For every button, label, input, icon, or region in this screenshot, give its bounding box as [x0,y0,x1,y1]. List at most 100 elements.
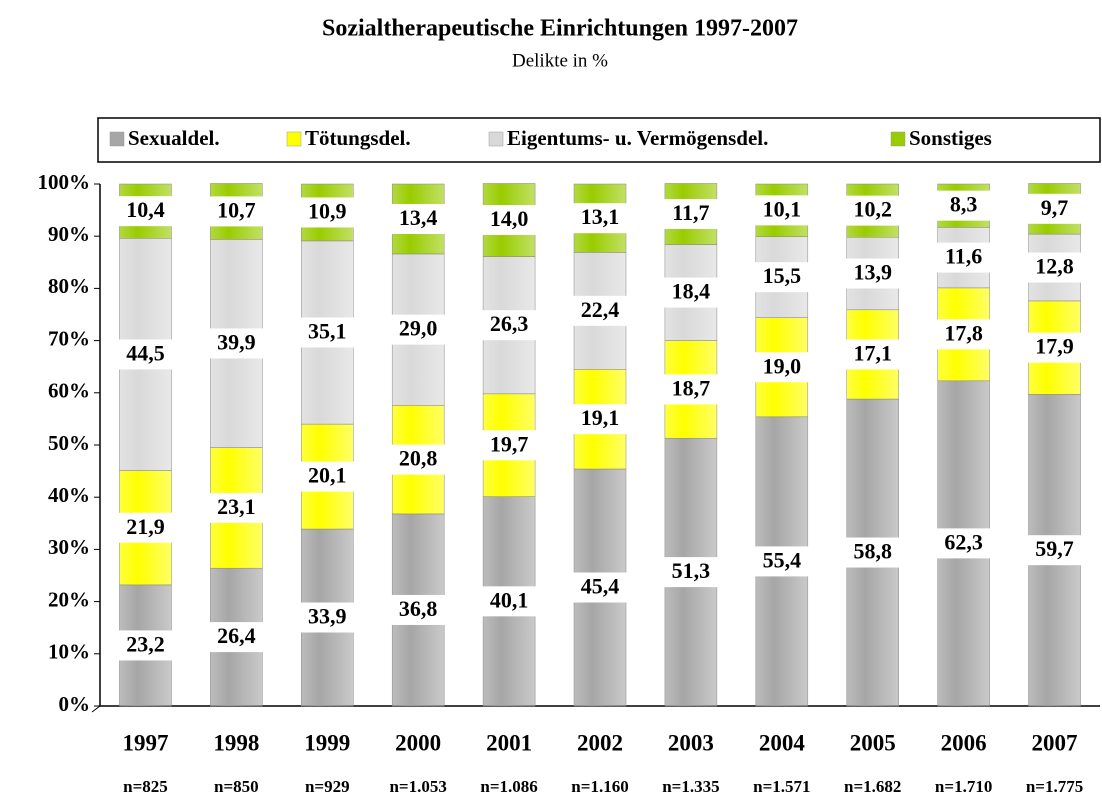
data-label: 12,8 [1035,254,1074,279]
data-label: 62,3 [944,529,983,554]
data-label: 40,1 [490,587,529,612]
y-tick-label: 30% [48,535,90,559]
y-tick-label: 70% [48,326,90,350]
label-box [754,546,809,577]
y-tick-label: 20% [48,587,90,611]
data-label: 14,0 [490,206,529,231]
label-box [482,310,537,341]
label-box [754,262,809,293]
label-box [936,242,991,273]
label-box [845,195,900,226]
data-label: 36,8 [399,596,438,621]
n-label: n=1.160 [571,777,628,796]
label-box [936,190,991,221]
label-box [300,461,355,492]
data-label: 35,1 [308,319,347,344]
y-tick-label: 40% [48,483,90,507]
label-box [754,195,809,226]
x-tick-label: 1998 [213,730,259,755]
data-label: 55,4 [763,547,802,572]
data-label: 59,7 [1035,536,1074,561]
data-label: 13,9 [853,260,892,285]
label-box [118,196,173,227]
data-label: 18,7 [672,375,711,400]
label-box [754,352,809,383]
legend-box [97,117,1101,163]
data-label: 19,1 [581,405,620,430]
data-label: 17,1 [853,340,892,365]
chart-title: Sozialtherapeutische Einrichtungen 1997-… [322,16,798,42]
x-tick-label: 2007 [1032,730,1078,755]
data-label: 20,1 [308,463,347,488]
x-tick-label: 2006 [941,730,987,755]
data-label: 26,4 [217,623,256,648]
label-box [482,205,537,236]
label-box [391,594,446,625]
data-label: 19,0 [763,353,802,378]
label-box [209,328,264,359]
label-box [482,586,537,617]
label-box [936,528,991,559]
y-tick-label: 60% [48,379,90,403]
label-box [845,537,900,568]
data-label: 19,7 [490,431,529,456]
n-label: n=1.682 [844,777,901,796]
x-tick-label: 2002 [577,730,623,755]
data-label: 58,8 [853,539,892,564]
legend-swatch [286,131,302,147]
label-box [573,203,627,234]
legend-label: Eigentums- u. Vermögensdel. [507,126,768,150]
x-tick-label: 1997 [122,730,168,755]
y-tick-label: 90% [48,222,90,246]
label-box [391,314,446,345]
n-label: n=1.710 [935,777,992,796]
x-tick-label: 2003 [668,730,714,755]
data-label: 20,8 [399,446,438,471]
label-box [663,557,718,588]
label-box [1027,252,1082,283]
data-label: 10,1 [763,196,802,221]
label-box [1027,332,1082,363]
label-box [482,430,537,461]
label-box [845,258,900,289]
legend-swatch [890,131,906,147]
data-label: 22,4 [581,297,620,322]
n-label: n=825 [123,777,168,796]
label-box [209,622,264,653]
data-label: 10,7 [217,197,256,222]
data-label: 9,7 [1041,195,1069,220]
label-box [1027,193,1082,224]
data-label: 26,3 [490,311,529,336]
label-box [845,339,900,370]
data-label: 45,4 [581,574,620,599]
label-box [573,295,627,326]
n-label: n=1.775 [1026,777,1083,796]
y-tick-label: 0% [59,692,91,716]
data-label: 10,4 [126,197,165,222]
data-label: 44,5 [126,340,165,365]
y-tick-label: 10% [48,640,90,664]
data-label: 13,1 [581,204,620,229]
data-label: 11,7 [672,200,709,225]
data-label: 10,9 [308,198,347,223]
data-label: 11,6 [945,244,982,269]
label-box [300,317,355,348]
label-box [573,404,627,435]
label-box [391,444,446,475]
x-tick-label: 2005 [850,730,896,755]
n-label: n=850 [214,777,259,796]
chart-subtitle: Delikte in % [512,50,608,71]
legend-label: Tötungsdel. [305,126,411,150]
label-box [300,602,355,633]
n-label: n=1.335 [662,777,719,796]
data-label: 8,3 [950,192,978,217]
x-tick-label: 2000 [395,730,441,755]
label-box [663,199,718,230]
data-label: 21,9 [126,514,165,539]
label-box [573,572,627,603]
label-box [118,630,173,661]
n-label: n=1.053 [389,777,446,796]
legend-label: Sonstiges [909,126,992,150]
data-label: 17,8 [944,320,983,345]
